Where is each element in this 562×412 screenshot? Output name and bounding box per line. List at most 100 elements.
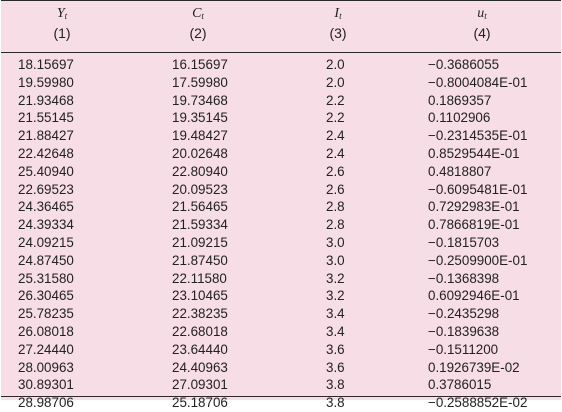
ut-cell: 0.1102906 xyxy=(428,110,491,126)
ct-cell: 22.80940 xyxy=(172,163,228,179)
table-row: 25.40940 22.80940 2.6 0.4818807 xyxy=(0,163,562,181)
table-row: 26.08018 22.68018 3.4 −0.1839638 xyxy=(0,323,562,341)
yt-cell: 24.36465 xyxy=(18,199,74,215)
yt-cell: 24.09215 xyxy=(18,234,74,250)
ut-cell: 0.1869357 xyxy=(428,92,492,108)
table-row: 24.09215 21.09215 3.0 −0.1815703 xyxy=(0,234,562,252)
ct-cell: 21.09215 xyxy=(172,234,228,250)
ct-cell: 24.40963 xyxy=(172,359,228,375)
ut-cell: −0.3686055 xyxy=(428,57,500,72)
ct-cell: 25.18706 xyxy=(172,395,228,411)
ct-cell: 21.56465 xyxy=(172,199,228,215)
it-cell: 3.6 xyxy=(326,359,345,375)
table-row: 24.36465 21.56465 2.8 0.7292983E-01 xyxy=(0,198,562,216)
ct-cell: 20.02648 xyxy=(172,145,228,161)
table-row: 25.78235 22.38235 3.4 −0.2435298 xyxy=(0,305,562,323)
ct-cell: 21.59334 xyxy=(172,217,228,233)
ct-cell: 22.68018 xyxy=(172,323,228,339)
ct-cell: 17.59980 xyxy=(172,74,228,90)
yt-cell: 21.88427 xyxy=(18,128,74,144)
ut-cell: −0.2588852E-02 xyxy=(428,395,528,411)
ut-cell: −0.1511200 xyxy=(428,341,499,357)
it-cell: 3.6 xyxy=(326,341,345,357)
table-row: 19.59980 17.59980 2.0 −0.8004084E-01 xyxy=(0,74,562,92)
column-number: (1) xyxy=(53,25,71,41)
ut-cell: −0.2435298 xyxy=(428,306,500,322)
yt-cell: 24.39334 xyxy=(18,217,74,233)
ct-cell: 23.64440 xyxy=(172,341,228,357)
table-row: 21.55145 19.35145 2.2 0.1102906 xyxy=(0,109,562,127)
ut-cell: −0.1815703 xyxy=(428,234,500,250)
it-cell: 2.2 xyxy=(326,110,345,126)
table-row: 21.88427 19.48427 2.4 −0.2314535E-01 xyxy=(0,127,562,145)
column-header-yt: Yt (1) xyxy=(2,4,122,42)
column-header-ct: Ct (2) xyxy=(138,4,258,42)
ut-cell: −0.2314535E-01 xyxy=(428,128,528,144)
ut-cell: 0.7292983E-01 xyxy=(428,199,520,215)
ut-cell: 0.8529544E-01 xyxy=(428,145,520,161)
yt-cell: 30.89301 xyxy=(18,377,74,393)
yt-cell: 18.15697 xyxy=(18,57,74,72)
table-background xyxy=(1,1,561,400)
yt-cell: 19.59980 xyxy=(18,74,74,90)
yt-cell: 27.24440 xyxy=(18,341,74,357)
it-cell: 3.4 xyxy=(326,323,345,339)
ct-cell: 23.10465 xyxy=(172,288,228,304)
yt-cell: 25.78235 xyxy=(18,306,74,322)
ut-cell: −0.1839638 xyxy=(428,323,500,339)
table-row: 28.98706 25.18706 3.8 −0.2588852E-02 xyxy=(0,394,562,412)
it-cell: 2.0 xyxy=(326,57,345,72)
ct-cell: 27.09301 xyxy=(172,377,228,393)
it-cell: 2.8 xyxy=(326,199,345,215)
yt-cell: 21.55145 xyxy=(18,110,74,126)
header-rule xyxy=(1,52,561,53)
column-header-ut: ut (4) xyxy=(422,4,542,42)
ut-cell: 0.6092946E-01 xyxy=(428,288,520,304)
column-symbol: Yt xyxy=(56,6,68,21)
it-cell: 3.2 xyxy=(326,270,345,286)
it-cell: 2.0 xyxy=(326,74,345,90)
it-cell: 2.6 xyxy=(326,163,345,179)
yt-cell: 21.93468 xyxy=(18,92,74,108)
it-cell: 2.2 xyxy=(326,92,345,108)
yt-cell: 22.42648 xyxy=(18,145,74,161)
yt-cell: 28.98706 xyxy=(18,395,74,411)
column-number: (3) xyxy=(329,25,347,41)
table-row: 18.15697 16.15697 2.0 −0.3686055 xyxy=(0,56,562,74)
ut-cell: −0.1368398 xyxy=(428,270,500,286)
ut-cell: 0.7866819E-01 xyxy=(428,217,520,233)
it-cell: 2.8 xyxy=(326,217,345,233)
column-symbol: ut xyxy=(477,6,487,21)
ut-cell: 0.1926739E-02 xyxy=(428,359,520,375)
it-cell: 2.4 xyxy=(326,128,345,144)
ct-cell: 21.87450 xyxy=(172,252,228,268)
table-row: 25.31580 22.11580 3.2 −0.1368398 xyxy=(0,270,562,288)
column-number: (4) xyxy=(473,25,491,41)
table-row: 22.69523 20.09523 2.6 −0.6095481E-01 xyxy=(0,181,562,199)
yt-cell: 26.08018 xyxy=(18,323,74,339)
it-cell: 2.6 xyxy=(326,181,345,197)
top-rule xyxy=(1,0,561,1)
it-cell: 3.4 xyxy=(326,306,345,322)
it-cell: 3.8 xyxy=(326,395,345,411)
table-row: 28.00963 24.40963 3.6 0.1926739E-02 xyxy=(0,359,562,377)
yt-cell: 28.00963 xyxy=(18,359,74,375)
column-number: (2) xyxy=(189,25,207,41)
ut-cell: −0.2509900E-01 xyxy=(428,252,528,268)
it-cell: 3.2 xyxy=(326,288,345,304)
ct-cell: 19.48427 xyxy=(172,128,228,144)
ct-cell: 16.15697 xyxy=(172,57,228,72)
column-symbol: It xyxy=(334,6,342,21)
table-row: 24.39334 21.59334 2.8 0.7866819E-01 xyxy=(0,216,562,234)
table-row: 27.24440 23.64440 3.6 −0.1511200 xyxy=(0,341,562,359)
ct-cell: 22.38235 xyxy=(172,306,228,322)
yt-cell: 25.31580 xyxy=(18,270,74,286)
it-cell: 3.8 xyxy=(326,377,345,393)
table-row: 22.42648 20.02648 2.4 0.8529544E-01 xyxy=(0,145,562,163)
table-row: 24.87450 21.87450 3.0 −0.2509900E-01 xyxy=(0,252,562,270)
yt-cell: 25.40940 xyxy=(18,163,74,179)
yt-cell: 22.69523 xyxy=(18,181,74,197)
bottom-rule xyxy=(1,396,561,397)
it-cell: 3.0 xyxy=(326,252,345,268)
